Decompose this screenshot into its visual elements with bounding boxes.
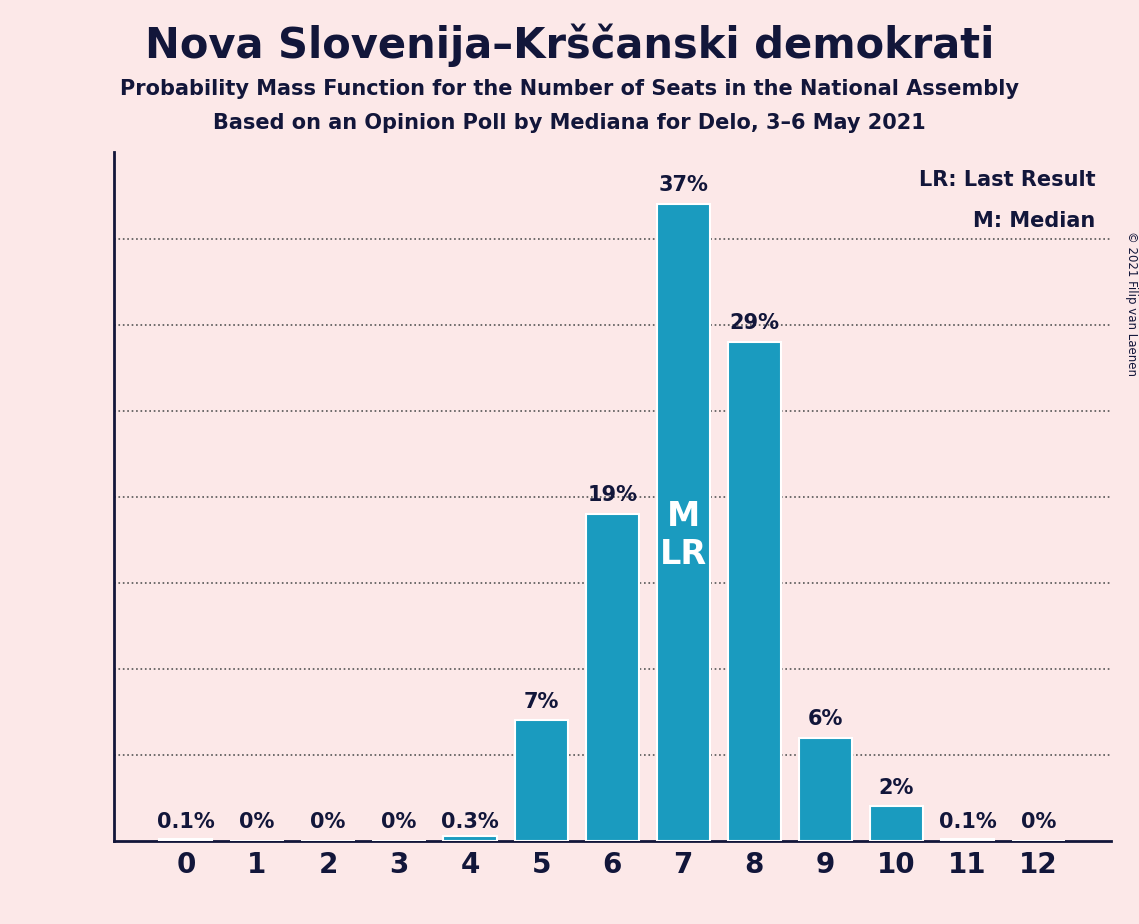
Text: 2%: 2% — [879, 778, 915, 797]
Text: 0.1%: 0.1% — [157, 812, 215, 833]
Bar — [159, 839, 213, 841]
Text: M: Median: M: Median — [974, 211, 1096, 231]
Text: 19%: 19% — [588, 485, 637, 505]
Text: 0%: 0% — [310, 812, 345, 833]
Bar — [656, 204, 710, 841]
Text: 0%: 0% — [382, 812, 417, 833]
Bar — [585, 514, 639, 841]
Bar — [515, 721, 568, 841]
Text: 0.3%: 0.3% — [441, 812, 499, 833]
Text: Nova Slovenija–Krščanski demokrati: Nova Slovenija–Krščanski demokrati — [145, 23, 994, 67]
Bar — [443, 835, 497, 841]
Text: 7%: 7% — [524, 692, 559, 711]
Text: Probability Mass Function for the Number of Seats in the National Assembly: Probability Mass Function for the Number… — [120, 79, 1019, 99]
Text: 0%: 0% — [239, 812, 274, 833]
Bar — [870, 807, 923, 841]
Bar — [728, 342, 781, 841]
Text: LR: Last Result: LR: Last Result — [919, 170, 1096, 189]
Text: 0.1%: 0.1% — [939, 812, 997, 833]
Text: 0%: 0% — [1021, 812, 1056, 833]
Text: Based on an Opinion Poll by Mediana for Delo, 3–6 May 2021: Based on an Opinion Poll by Mediana for … — [213, 113, 926, 133]
Text: 37%: 37% — [658, 176, 708, 196]
Text: 6%: 6% — [808, 709, 843, 729]
Bar — [798, 737, 852, 841]
Text: © 2021 Filip van Laenen: © 2021 Filip van Laenen — [1124, 231, 1138, 376]
Text: 29%: 29% — [729, 313, 779, 334]
Bar — [941, 839, 994, 841]
Text: M
LR: M LR — [659, 500, 707, 571]
